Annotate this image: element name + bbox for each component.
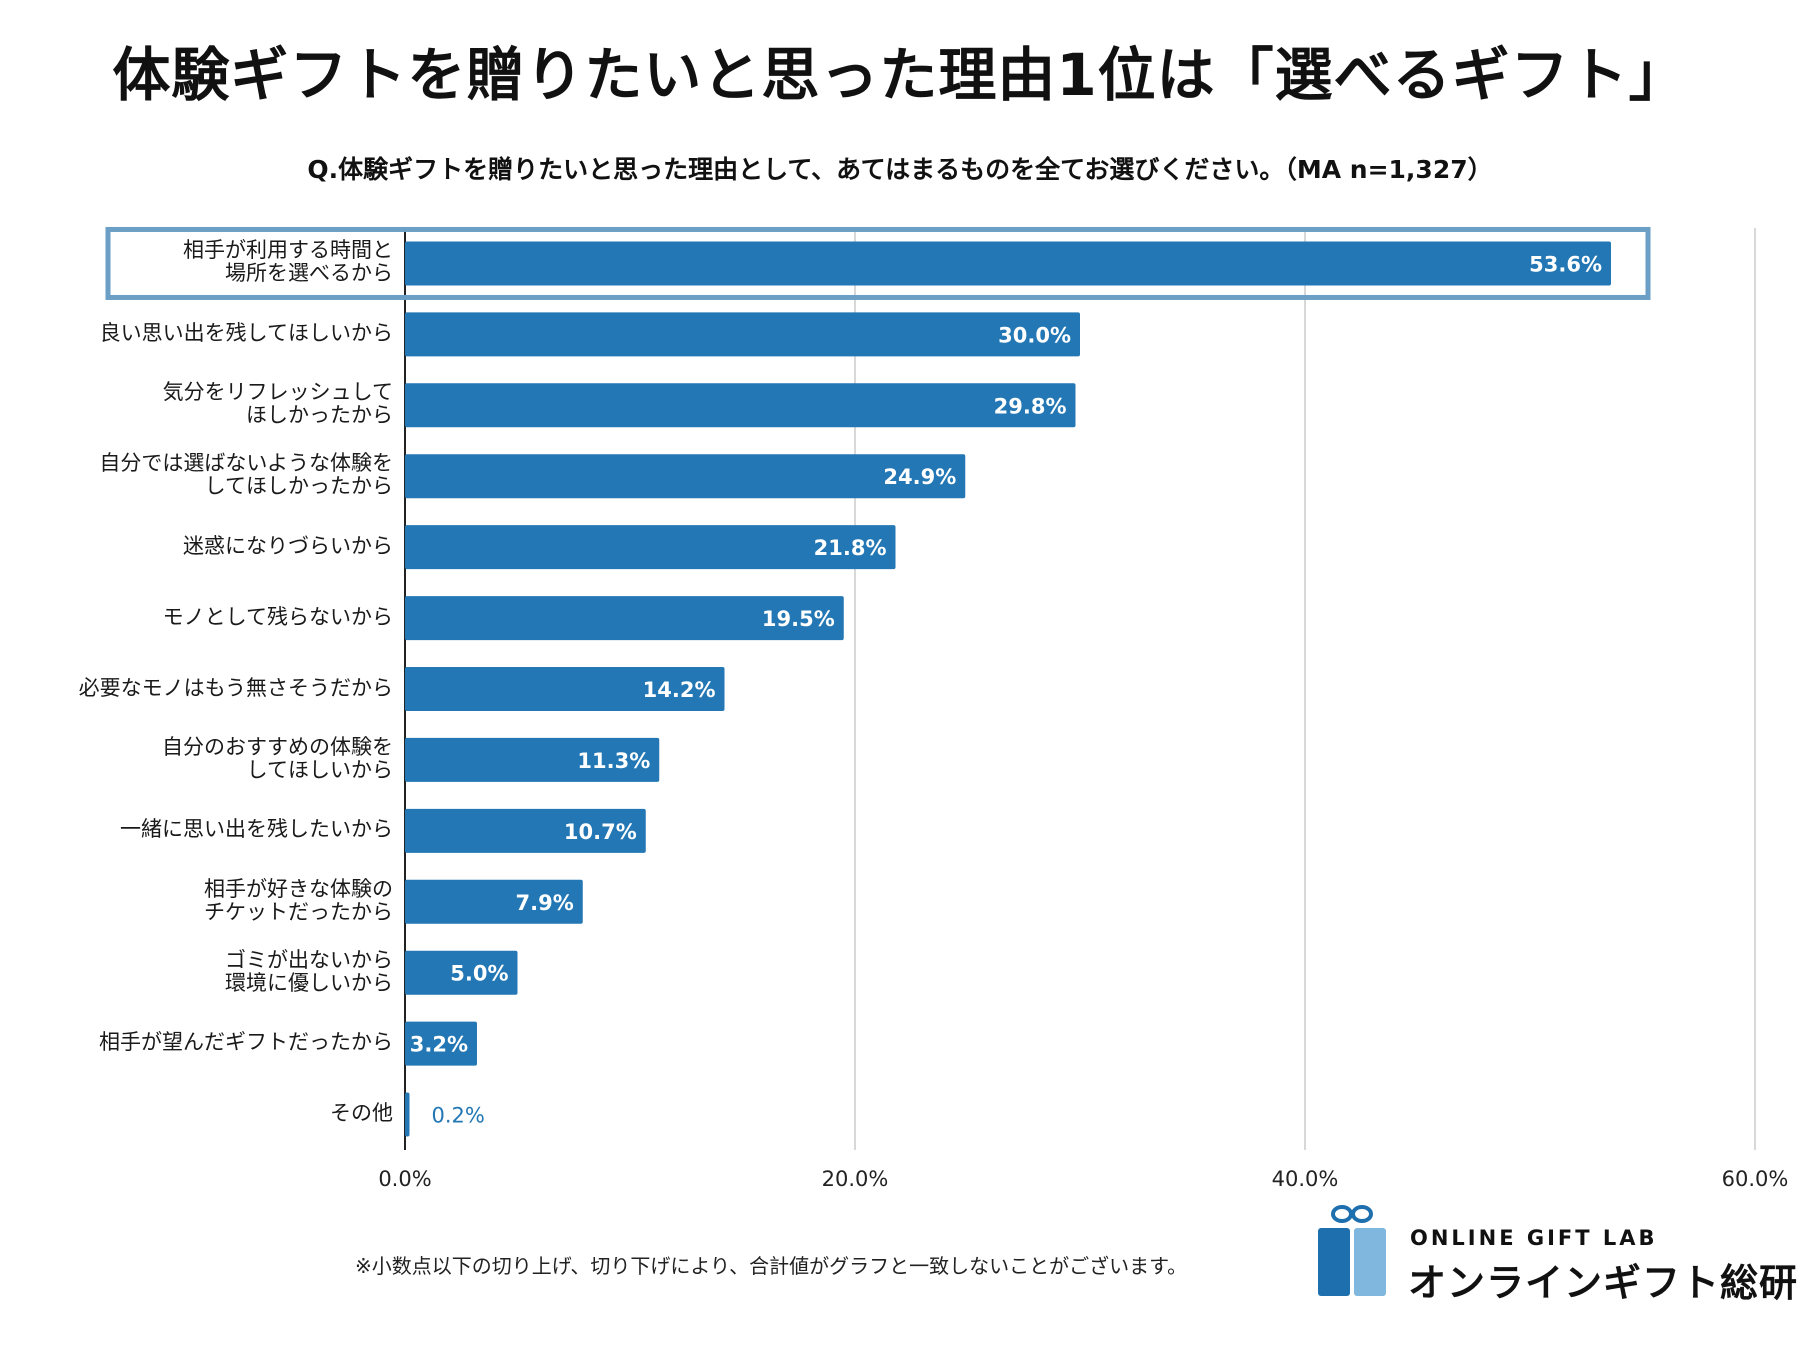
bar: [405, 241, 1611, 286]
category-label: 自分のおすすめの体験を してほしいから: [162, 734, 393, 782]
logo-text-jp: オンラインギフト総研: [1408, 1261, 1799, 1305]
category-label: モノとして残らないから: [162, 604, 393, 629]
chart-question: Q.体験ギフトを贈りたいと思った理由として、あてはまるものを全てお選びください。…: [307, 155, 1493, 184]
logo-text-en: ONLINE GIFT LAB: [1410, 1226, 1658, 1250]
bar-value-label: 5.0%: [450, 962, 508, 986]
x-tick-label: 20.0%: [822, 1167, 889, 1191]
category-label: その他: [330, 1101, 393, 1126]
bar: [405, 1092, 410, 1137]
bar-value-label: 10.7%: [564, 820, 637, 844]
category-label: 相手が好きな体験の チケットだったから: [204, 876, 393, 924]
bar: [405, 312, 1080, 357]
category-label: 必要なモノはもう無さそうだから: [78, 675, 393, 700]
bar: [405, 525, 896, 570]
gift-box-right: [1354, 1228, 1386, 1296]
x-tick-label: 60.0%: [1722, 1167, 1789, 1191]
bar-value-label: 0.2%: [432, 1104, 485, 1128]
category-label: ゴミが出ないから 環境に優しいから: [225, 947, 393, 995]
category-label: 相手が利用する時間と 場所を選べるから: [183, 238, 393, 286]
gift-bow-right: [1351, 1205, 1373, 1223]
bar: [405, 737, 660, 782]
bar-value-label: 53.6%: [1529, 252, 1602, 276]
category-label: 自分では選ばないような体験を してほしかったから: [99, 451, 393, 499]
gift-box-icon: [1318, 1205, 1386, 1296]
bar-value-label: 30.0%: [998, 323, 1071, 347]
highlight-box: [105, 226, 1651, 300]
bar-value-label: 21.8%: [814, 536, 887, 560]
category-label: 気分をリフレッシュして ほしかったから: [162, 380, 393, 428]
category-label: 一緒に思い出を残したいから: [120, 817, 393, 842]
bar-value-label: 19.5%: [762, 607, 835, 631]
bar: [405, 596, 844, 641]
bar-value-label: 24.9%: [883, 465, 956, 489]
x-tick-label: 0.0%: [378, 1167, 431, 1191]
category-label: 迷惑になりづらいから: [183, 533, 393, 558]
bar: [405, 1021, 477, 1066]
bar-value-label: 7.9%: [516, 891, 574, 915]
bar: [405, 950, 518, 995]
bar: [405, 667, 725, 711]
bar: [405, 879, 583, 924]
category-label: 相手が望んだギフトだったから: [99, 1030, 393, 1055]
footnote: ※小数点以下の切り上げ、切り下げにより、合計値がグラフと一致しないことがございま…: [355, 1254, 1188, 1278]
bar-chart: 0.0% 20.0% 40.0% 60.0% 53.6% 30.0% 29.8% 24.9% 2…: [105, 226, 1789, 1191]
bar: [405, 383, 1076, 428]
bar: [405, 808, 646, 853]
bar-value-label: 14.2%: [643, 678, 716, 702]
gift-bow-left: [1331, 1205, 1353, 1223]
gift-box-left: [1318, 1228, 1350, 1296]
bar-value-label: 11.3%: [577, 749, 650, 773]
page-title: 体験ギフトを贈りたいと思った理由1位は「選べるギフト」: [112, 41, 1688, 109]
bar-value-label: 29.8%: [994, 394, 1067, 418]
x-tick-label: 40.0%: [1272, 1167, 1339, 1191]
bar-value-label: 3.2%: [410, 1033, 468, 1057]
category-label: 良い思い出を残してほしいから: [99, 320, 393, 345]
bar: [405, 454, 966, 499]
